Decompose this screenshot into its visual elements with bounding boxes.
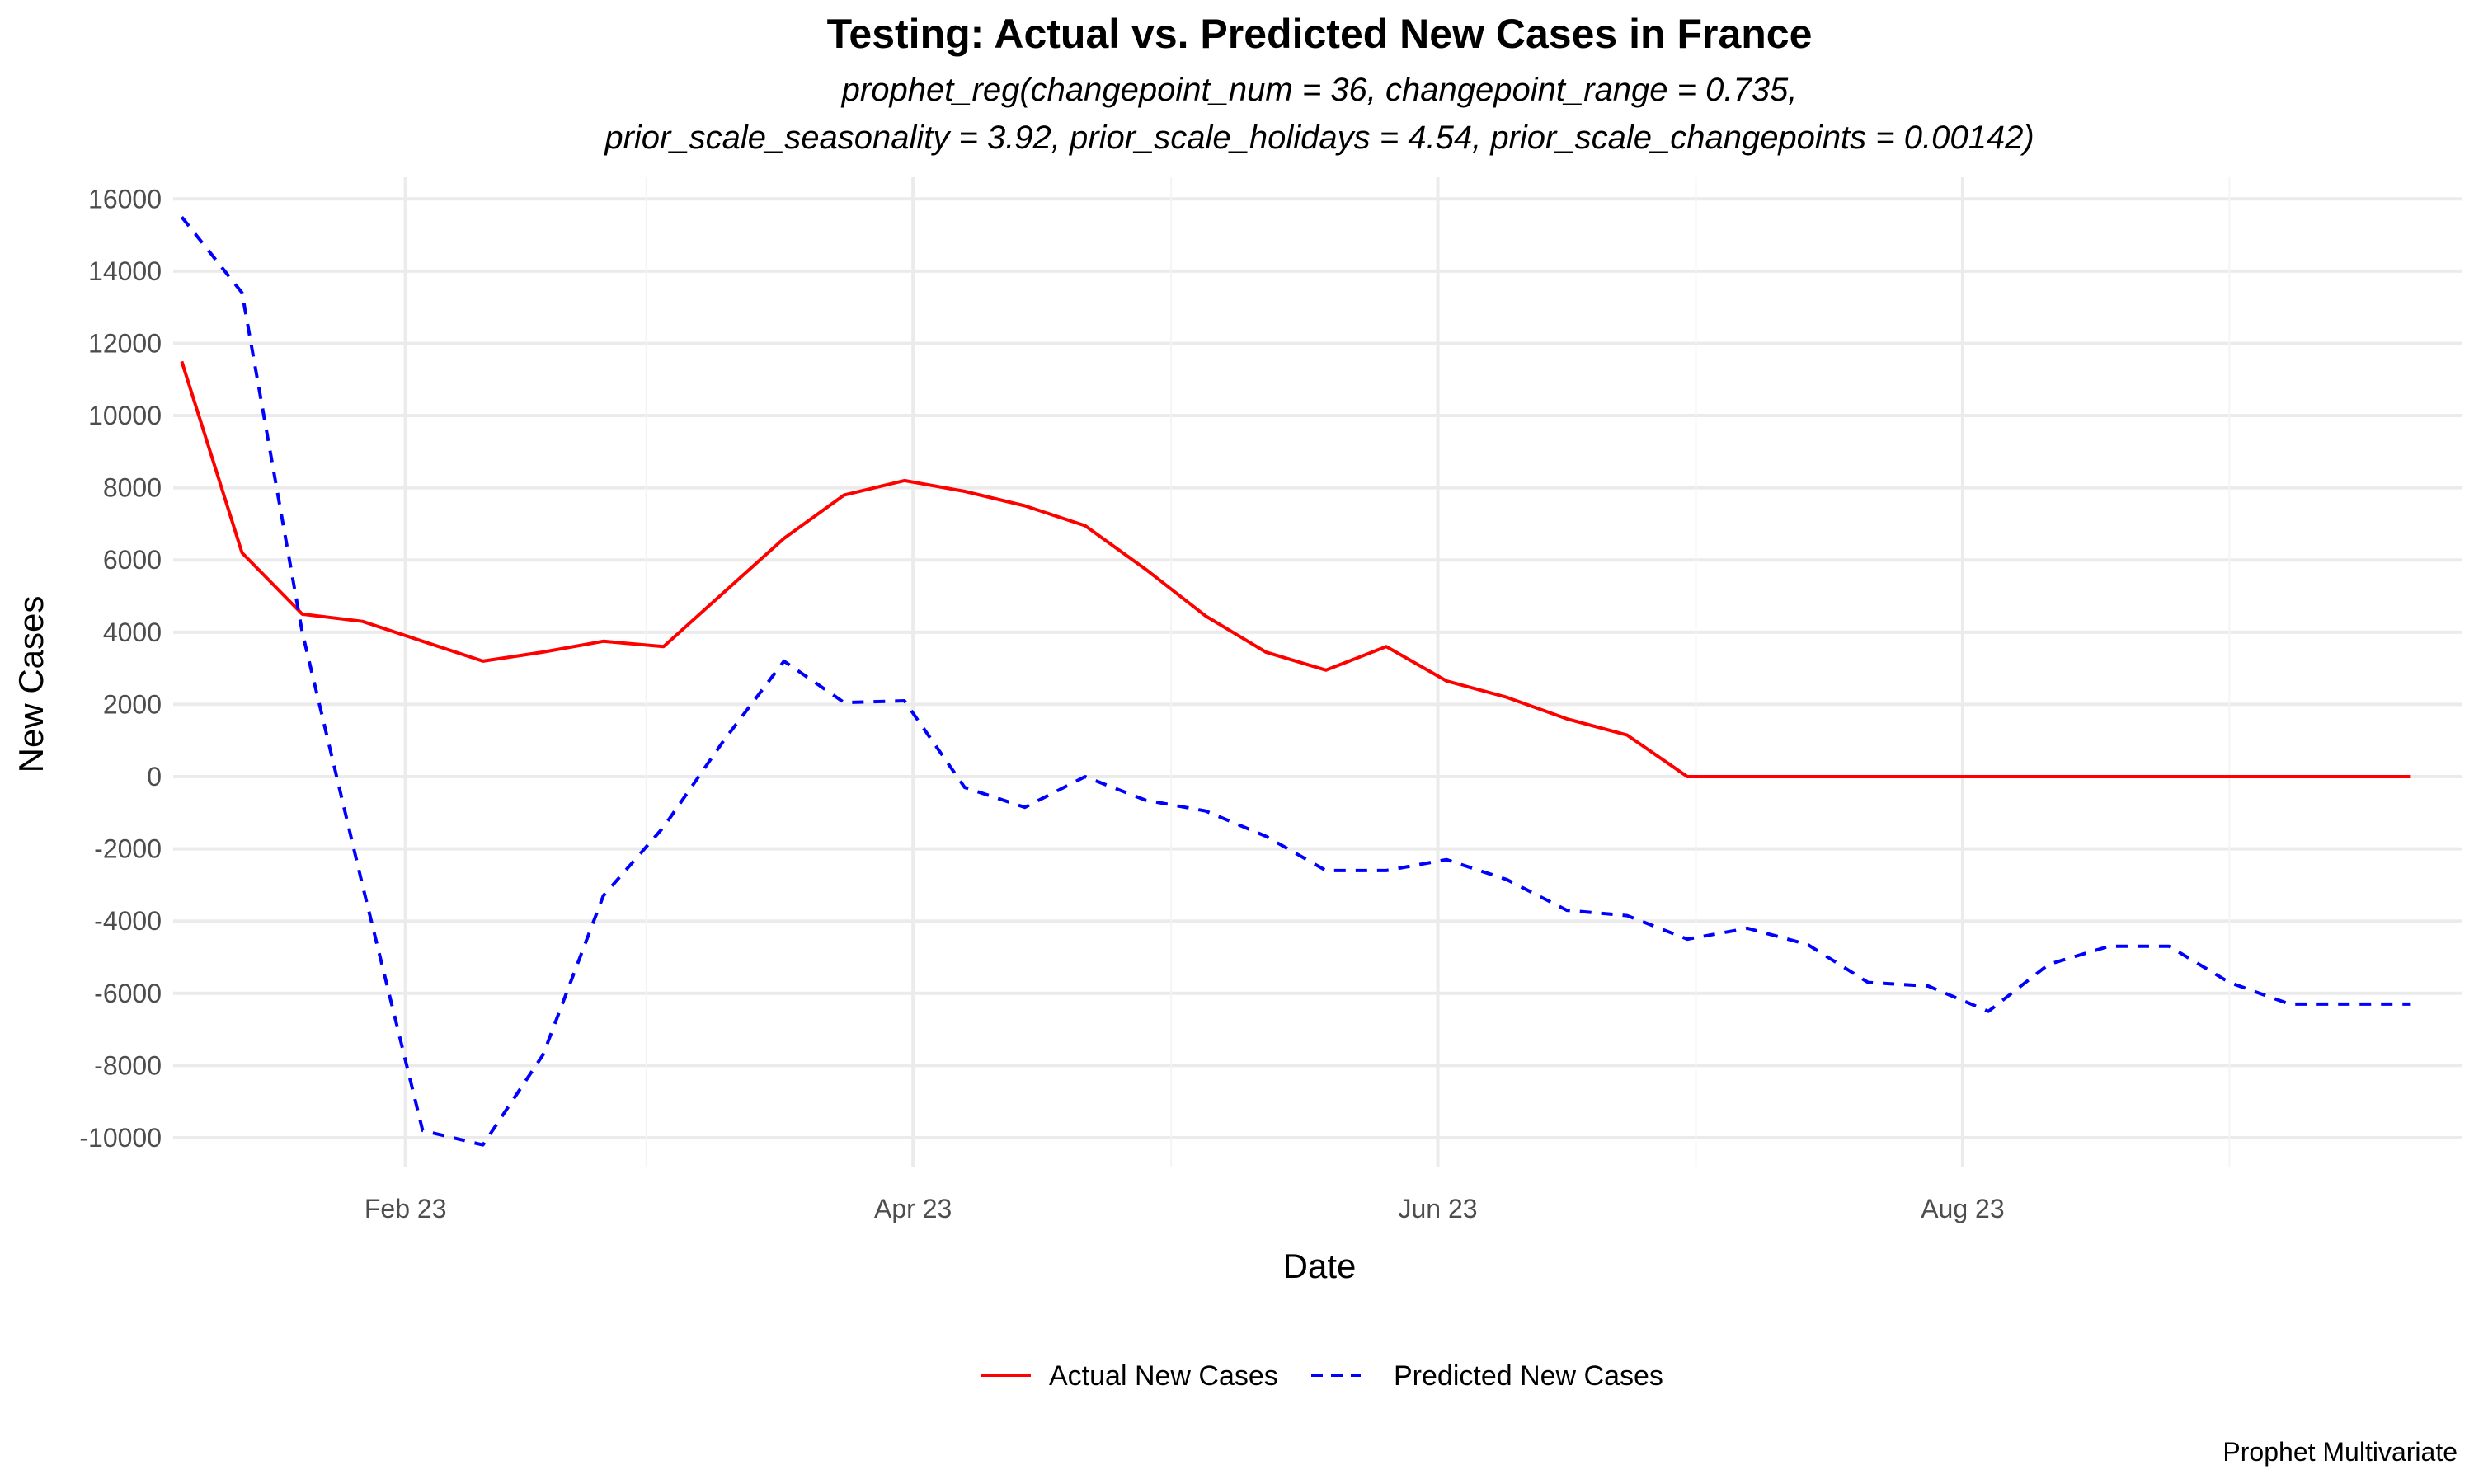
y-tick-label: 14000 [88,256,162,286]
legend: Actual New Cases Predicted New Cases [981,1360,1663,1392]
y-tick-label: -2000 [94,834,162,864]
y-tick-label: -8000 [94,1050,162,1080]
y-tick-label: 12000 [88,328,162,358]
x-tick-label: Feb 23 [365,1194,447,1223]
y-tick-label: 0 [147,762,162,791]
y-tick-labels: 16000 14000 12000 10000 8000 6000 4000 2000 0 -20… [79,184,162,1153]
series-line-predicted [180,215,2411,1147]
y-gridlines [173,197,2462,1139]
y-tick-label: -4000 [94,906,162,936]
legend-label-actual: Actual New Cases [1049,1360,1278,1392]
x-tick-label: Jun 23 [1399,1194,1478,1223]
chart-subtitle-line-2: prior_scale_seasonality = 3.92, prior_sc… [604,120,2034,156]
y-tick-label: 10000 [88,401,162,430]
chart-subtitle-line-1: prophet_reg(changepoint_num = 36, change… [841,72,1798,108]
chart-title: Testing: Actual vs. Predicted New Cases … [827,11,1813,57]
x-axis-title: Date [1283,1247,1357,1285]
x-gridlines [403,177,2231,1167]
y-tick-label: 8000 [103,473,162,503]
y-tick-label: 16000 [88,184,162,214]
y-axis-title: New Cases [12,596,50,773]
series-line-actual [180,360,2411,778]
y-tick-label: -10000 [79,1123,162,1153]
series-layer [180,215,2411,1147]
x-tick-labels: Feb 23 Apr 23 Jun 23 Aug 23 [365,1194,2005,1223]
y-tick-label: -6000 [94,979,162,1008]
legend-label-predicted: Predicted New Cases [1394,1360,1663,1392]
y-tick-label: 6000 [103,545,162,575]
x-tick-label: Apr 23 [874,1194,952,1223]
chart-caption: Prophet Multivariate [2222,1437,2458,1467]
y-tick-label: 2000 [103,689,162,719]
x-tick-label: Aug 23 [1921,1194,2004,1223]
y-tick-label: 4000 [103,618,162,647]
